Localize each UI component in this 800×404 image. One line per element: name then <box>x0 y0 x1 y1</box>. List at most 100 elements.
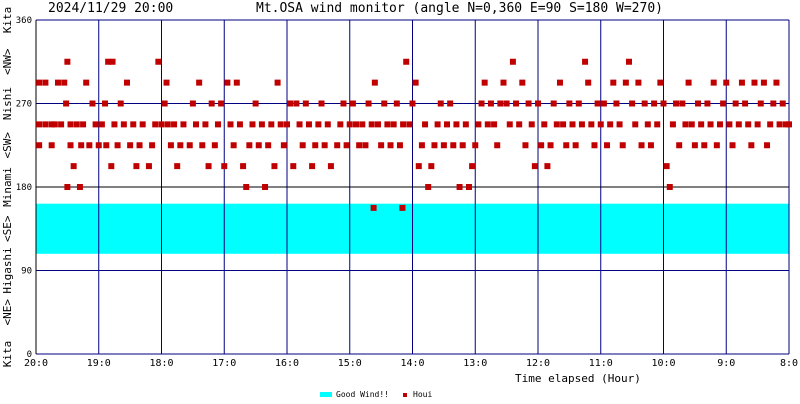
wind-point <box>679 100 686 107</box>
wind-point <box>76 184 83 190</box>
wind-point <box>111 121 118 128</box>
wind-point <box>428 163 435 170</box>
wind-point <box>459 142 466 149</box>
wind-point <box>67 121 74 128</box>
wind-point <box>80 121 87 128</box>
wind-point <box>556 79 563 86</box>
wind-point <box>362 142 369 149</box>
wind-point <box>265 142 272 149</box>
wind-point <box>494 142 501 149</box>
wind-point <box>638 142 645 149</box>
wind-point <box>707 121 714 128</box>
wind-point <box>682 121 689 128</box>
timestamp-label: 2024/11/29 20:00 <box>48 1 173 16</box>
wind-point <box>227 121 234 128</box>
wind-point <box>676 142 683 149</box>
wind-point <box>240 163 247 170</box>
wind-point <box>610 79 617 86</box>
wind-point <box>252 100 259 107</box>
wind-point <box>280 142 287 149</box>
y-tick-label: 90 <box>21 267 32 277</box>
x-tick-label: 16:0 <box>275 358 299 369</box>
wind-point <box>698 121 705 128</box>
wind-point <box>632 121 639 128</box>
wind-point <box>604 142 611 149</box>
wind-point <box>340 100 347 107</box>
wind-point <box>644 121 651 128</box>
wind-point <box>105 58 112 65</box>
wind-point <box>704 100 711 107</box>
wind-point <box>218 100 225 107</box>
wind-point <box>346 121 353 128</box>
wind-point <box>177 142 184 149</box>
x-tick-label: 11:0 <box>589 358 613 369</box>
wind-point <box>519 79 526 86</box>
wind-point <box>136 142 143 149</box>
wind-point <box>506 121 513 128</box>
wind-point <box>757 100 764 107</box>
wind-point <box>163 79 170 86</box>
y-tick-label: 360 <box>16 16 32 26</box>
wind-point <box>371 79 378 86</box>
wind-point <box>491 121 498 128</box>
wind-point <box>63 100 70 107</box>
wind-point <box>465 184 472 190</box>
wind-point <box>779 100 786 107</box>
wind-point <box>315 121 322 128</box>
wind-point <box>400 121 407 128</box>
wind-point <box>591 142 598 149</box>
wind-point <box>130 121 137 128</box>
wind-point <box>437 100 444 107</box>
wind-point <box>378 142 385 149</box>
wind-point <box>688 121 695 128</box>
wind-point <box>600 100 607 107</box>
wind-point <box>654 121 661 128</box>
wind-point <box>324 121 331 128</box>
wind-point <box>277 121 284 128</box>
wind-point <box>133 163 140 170</box>
wind-point <box>462 121 469 128</box>
wind-point <box>776 121 783 128</box>
wind-point <box>293 100 300 107</box>
wind-point <box>271 163 278 170</box>
wind-point <box>528 121 535 128</box>
wind-point <box>450 142 457 149</box>
wind-point <box>751 79 758 86</box>
wind-point <box>685 79 692 86</box>
wind-point <box>123 79 130 86</box>
wind-point <box>149 142 156 149</box>
wind-point <box>475 121 482 128</box>
wind-point <box>368 121 375 128</box>
wind-point <box>647 142 654 149</box>
wind-point <box>531 163 538 170</box>
wind-point <box>114 142 121 149</box>
wind-point <box>258 121 265 128</box>
direction-label: <NW> <box>1 48 14 75</box>
wind-point <box>742 100 749 107</box>
wind-point <box>651 100 658 107</box>
legend-label-houi: Houi <box>413 390 432 399</box>
wind-point <box>390 121 397 128</box>
wind-point <box>36 79 43 86</box>
chart-title: Mt.OSA wind monitor (angle N=0,360 E=90 … <box>256 1 663 16</box>
wind-point <box>356 142 363 149</box>
wind-point <box>585 79 592 86</box>
wind-point <box>36 121 43 128</box>
wind-point <box>409 100 416 107</box>
wind-point <box>422 121 429 128</box>
wind-point <box>61 79 68 86</box>
wind-point <box>262 184 269 190</box>
wind-point <box>566 100 573 107</box>
wind-point <box>453 121 460 128</box>
wind-point <box>563 142 570 149</box>
wind-point <box>613 100 620 107</box>
wind-point <box>83 79 90 86</box>
wind-point <box>497 100 504 107</box>
wind-point <box>660 100 667 107</box>
wind-point <box>73 121 80 128</box>
wind-point <box>155 58 162 65</box>
x-tick-label: 18:0 <box>149 358 173 369</box>
wind-point <box>607 121 614 128</box>
direction-label: Higashi <box>1 247 14 293</box>
wind-point <box>415 163 422 170</box>
